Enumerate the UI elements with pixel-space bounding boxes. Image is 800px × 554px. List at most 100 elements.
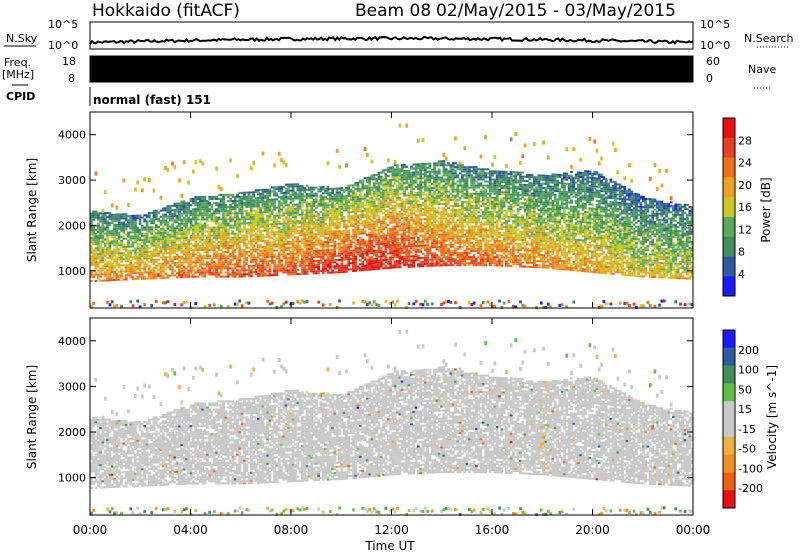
power-cell <box>148 236 151 239</box>
power-cell <box>115 252 119 255</box>
power-cell <box>414 200 418 203</box>
power-cell <box>194 236 198 239</box>
power-cell <box>289 269 293 272</box>
power-cell <box>273 241 276 244</box>
power-cell <box>363 199 367 202</box>
power-cell <box>182 241 186 244</box>
power-cell <box>99 226 102 229</box>
power-cell <box>263 211 267 214</box>
power-cell <box>203 206 207 209</box>
power-cell <box>361 250 365 253</box>
power-cell <box>426 211 429 214</box>
power-cell <box>168 266 172 269</box>
power-cell <box>321 255 325 258</box>
power-cell <box>243 195 246 198</box>
power-cell <box>103 232 107 235</box>
power-cell <box>317 225 320 228</box>
power-cell <box>326 226 330 229</box>
power-cell <box>154 271 158 273</box>
power-cell <box>333 240 337 243</box>
power-cell <box>414 214 418 217</box>
power-cell <box>171 205 174 207</box>
power-cell <box>141 226 144 229</box>
power-cell <box>180 271 184 274</box>
power-cell <box>294 222 297 225</box>
power-cell <box>175 219 179 222</box>
power-cell <box>238 255 242 258</box>
power-cell <box>208 198 211 200</box>
power-cell <box>103 238 107 241</box>
power-cell <box>305 254 309 257</box>
power-cell <box>412 245 416 248</box>
power-cell <box>433 254 436 257</box>
power-cell <box>284 183 288 186</box>
power-cell <box>141 255 144 258</box>
power-cell <box>315 249 318 252</box>
power-cell <box>282 255 286 258</box>
power-cell <box>115 276 119 279</box>
power-cell <box>359 236 362 239</box>
power-cell <box>238 271 242 274</box>
power-cell <box>287 216 290 219</box>
power-cell <box>150 273 153 276</box>
power-cell <box>185 251 188 254</box>
power-cell <box>117 262 121 265</box>
power-cell <box>236 269 239 272</box>
power-cell <box>194 265 198 268</box>
power-cell <box>303 231 307 234</box>
power-cell <box>108 213 112 216</box>
power-cell <box>345 270 348 273</box>
power-cell <box>393 160 397 164</box>
power-cell <box>141 232 144 235</box>
power-cell <box>421 212 425 214</box>
power-cell <box>277 196 281 199</box>
power-cell <box>106 224 109 227</box>
power-cell <box>178 225 181 228</box>
power-cell <box>412 206 416 209</box>
power-cell <box>400 188 404 191</box>
power-cell <box>143 245 146 247</box>
power-cell <box>150 244 153 247</box>
power-cell <box>289 218 293 221</box>
power-cell <box>150 259 153 261</box>
power-cell <box>410 167 413 170</box>
power-cell <box>366 191 369 194</box>
power-cell <box>296 193 300 196</box>
power-cell <box>308 209 311 212</box>
power-cell <box>326 243 330 246</box>
power-cell <box>426 179 429 182</box>
power-cell <box>240 195 244 198</box>
power-cell <box>219 236 223 239</box>
power-cell <box>354 229 358 231</box>
power-cell <box>189 236 193 239</box>
power-cell <box>294 273 297 276</box>
power-cell <box>282 192 286 194</box>
power-cell <box>386 258 390 261</box>
power-cell <box>245 203 249 206</box>
power-cell <box>382 222 385 225</box>
power-cell <box>215 208 218 211</box>
power-cell <box>127 249 130 252</box>
power-cell <box>396 221 399 224</box>
power-cell <box>317 202 320 205</box>
power-cell <box>180 193 184 198</box>
power-cell <box>284 255 288 258</box>
power-cell <box>428 170 432 173</box>
power-cell <box>377 206 381 209</box>
power-cell <box>192 226 195 229</box>
power-cell <box>317 217 320 219</box>
power-cell <box>430 193 434 196</box>
power-cell <box>129 268 133 271</box>
power-cell <box>379 181 383 184</box>
power-cell <box>319 251 323 254</box>
power-cell <box>97 265 100 268</box>
power-cell <box>359 267 362 270</box>
power-cell <box>189 218 193 221</box>
power-cell <box>122 215 126 218</box>
power-cell <box>310 201 313 203</box>
power-cell <box>252 250 255 253</box>
power-cell <box>231 216 235 219</box>
power-cell <box>187 263 191 266</box>
power-cell <box>414 255 418 258</box>
power-cell <box>426 236 429 239</box>
